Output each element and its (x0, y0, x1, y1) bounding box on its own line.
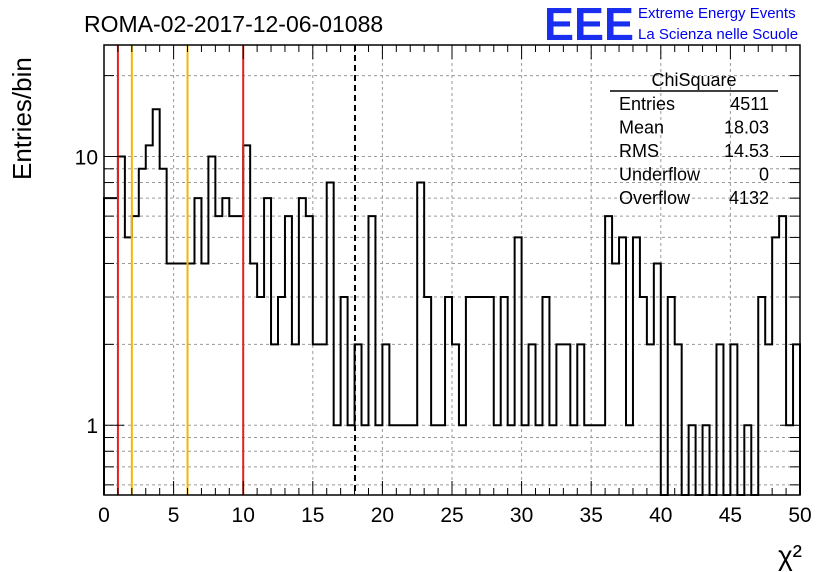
logo-line-2: La Scienza nelle Scuole (638, 26, 799, 43)
y-tick-label: 1 (86, 415, 98, 438)
stats-value: 4511 (730, 94, 769, 114)
x-tick-label: 20 (371, 504, 394, 527)
stats-label: RMS (619, 141, 659, 161)
x-tick-label: 15 (301, 504, 324, 527)
stats-box: ChiSquare Entries 4511 Mean 18.03 RMS 14.53 Un… (610, 70, 778, 208)
y-axis-label: Entries/bin (7, 57, 37, 180)
y-tick-label: 10 (75, 147, 98, 170)
x-tick-label: 40 (649, 504, 672, 527)
histogram-bars (103, 108, 801, 496)
x-tick-label: 25 (440, 504, 463, 527)
stats-label: Mean (619, 118, 664, 138)
marker-lines (116, 45, 356, 495)
eee-logo-caption: Extreme Energy Events La Scienza nelle S… (638, 3, 798, 45)
x-ticks: 0 5 10 15 20 25 30 35 40 45 50 (98, 45, 812, 527)
x-tick-label: 30 (510, 504, 533, 527)
y-ticks: 1 10 (75, 75, 800, 486)
x-tick-label: 35 (580, 504, 603, 527)
stats-name: ChiSquare (651, 70, 736, 90)
stats-value: 14.53 (724, 141, 769, 161)
chart-title: ROMA-02-2017-12-06-01088 (84, 11, 383, 37)
stats-value: 4132 (729, 188, 769, 208)
x-tick-label: 5 (168, 504, 180, 527)
x-axis-label: χ² (778, 540, 802, 571)
stats-value: 0 (759, 165, 769, 185)
eee-logo: EEE (544, 1, 634, 43)
stats-label: Entries (619, 94, 675, 114)
eee-logo-letters: EEE (544, 1, 634, 43)
logo-line-1: Extreme Energy Events (638, 5, 796, 22)
stats-label: Overflow (619, 188, 691, 208)
x-tick-label: 50 (788, 504, 811, 527)
x-tick-label: 10 (232, 504, 255, 527)
stats-value: 18.03 (724, 118, 769, 138)
stats-label: Underflow (619, 165, 701, 185)
histogram-outline (103, 108, 801, 496)
x-tick-label: 0 (98, 504, 110, 527)
x-tick-label: 45 (719, 504, 742, 527)
